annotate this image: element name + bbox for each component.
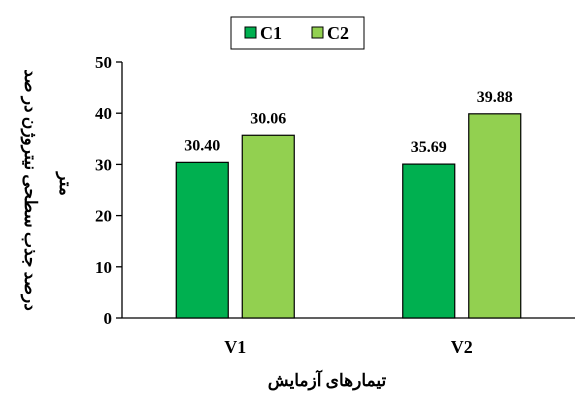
y-axis-title: درصد جذب سطحی نیتروژن در صد متر	[20, 69, 75, 311]
bar-C1-V1	[175, 161, 229, 319]
plot-area: 0 10 20 30 40 50 30.40 30.06 V1 35.69 39.88 V2	[95, 53, 575, 357]
y-tick-label: 40	[95, 104, 112, 123]
data-label: 30.06	[250, 110, 286, 127]
legend-label-C1: C1	[260, 23, 282, 43]
y-tick-label: 30	[95, 155, 112, 174]
x-tick-label: V2	[451, 337, 473, 357]
legend-swatch-C1	[244, 26, 257, 39]
data-label: 35.69	[411, 139, 447, 156]
y-axis-title-group: درصد جذب سطحی نیتروژن در صد متر	[20, 69, 75, 311]
bar-C1-V2	[402, 163, 456, 319]
y-tick-label: 20	[95, 207, 112, 226]
y-tick-label: 0	[104, 309, 113, 328]
y-axis-title-line: متر	[55, 170, 75, 196]
y-tick-label: 10	[95, 258, 112, 277]
x-axis-title: تیمارهای آزمایش	[268, 369, 387, 391]
bar-C2-V1	[241, 134, 295, 319]
data-label: 30.40	[184, 137, 220, 154]
legend: C1 C2	[230, 16, 365, 50]
legend-label-C2: C2	[327, 23, 349, 43]
x-tick-label: V1	[224, 337, 246, 357]
data-label: 39.88	[477, 89, 513, 106]
legend-swatch-C2	[311, 26, 324, 39]
y-axis-title-line: درصد جذب سطحی نیتروژن در صد	[20, 69, 40, 311]
bar-C2-V2	[468, 113, 522, 319]
y-tick-label: 50	[95, 53, 112, 72]
